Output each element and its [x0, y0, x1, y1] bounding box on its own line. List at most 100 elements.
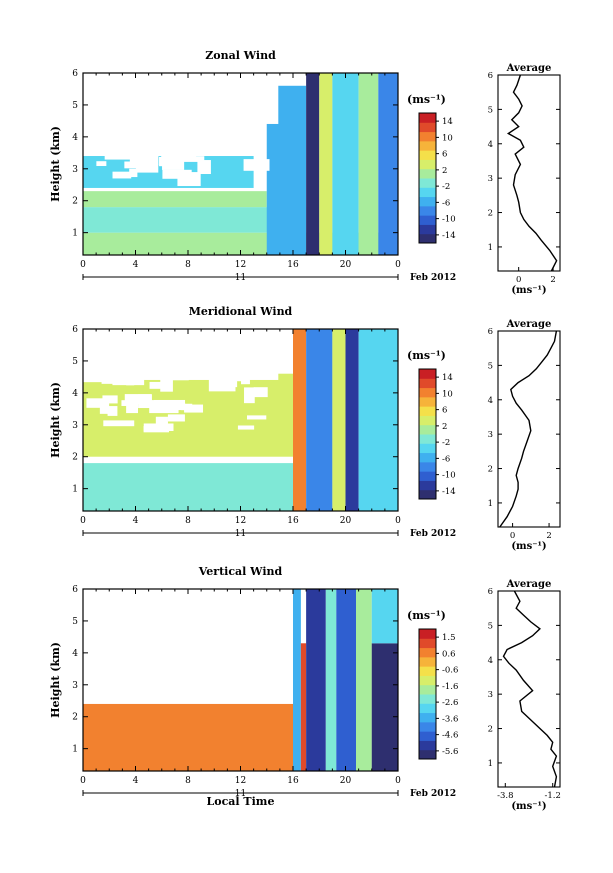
colorbar-swatch	[419, 489, 436, 500]
gap-cell	[243, 159, 270, 171]
colorbar-tick-label: 0.6	[442, 649, 456, 659]
avg-y-tick-label: 4	[488, 140, 493, 150]
gap-cell	[241, 379, 250, 385]
month-label: Feb 2012	[410, 273, 456, 283]
average-profile-line	[502, 590, 558, 788]
gap-cell	[135, 163, 159, 173]
colorbar-tick-label: 14	[442, 117, 453, 127]
heatmap-cell	[293, 589, 301, 771]
colorbar-swatch	[419, 196, 436, 207]
gap-cell	[107, 406, 118, 416]
avg-y-tick-label: 5	[488, 621, 493, 631]
x-tick-label: 0	[80, 260, 86, 270]
colorbar-swatch	[419, 471, 436, 481]
colorbar-swatch	[419, 629, 436, 639]
colorbar-swatch	[419, 140, 436, 151]
missing-data-gaps	[83, 73, 279, 187]
avg-x-axis-label: (ms⁻¹)	[511, 285, 546, 296]
colorbar-tick-label: -4.6	[442, 731, 458, 741]
x-tick-label: 20	[340, 776, 352, 786]
gap-cell	[253, 387, 268, 398]
gap-cell	[155, 128, 180, 136]
gap-cell	[99, 400, 110, 414]
colorbar-tick-label: -14	[442, 487, 456, 497]
colorbar-tick-label: 2	[442, 422, 447, 432]
colorbar-swatch	[419, 461, 436, 472]
missing-data-gaps	[83, 589, 287, 701]
gap-region	[83, 73, 279, 124]
colorbar-swatch	[419, 424, 436, 435]
colorbar-tick-label: -1.6	[442, 682, 458, 692]
avg-x-tick-label: -3.8	[497, 791, 513, 801]
colorbar-swatch	[419, 406, 436, 416]
avg-x-tick-label: 0	[510, 531, 515, 541]
day-label: 11	[235, 529, 246, 539]
gap-cell	[155, 416, 168, 425]
avg-y-tick-label: 1	[488, 499, 493, 509]
gap-cell	[197, 122, 228, 136]
colorbar-tick-label: 1.5	[442, 633, 456, 643]
y-tick-label: 5	[72, 617, 78, 627]
gap-cell	[237, 425, 255, 430]
x-tick-label: 0	[395, 516, 401, 526]
colorbar-swatch	[419, 131, 436, 142]
colorbar-tick-label: -14	[442, 231, 456, 241]
x-tick-label: 20	[340, 260, 352, 270]
average-frame	[497, 74, 561, 272]
colorbar-swatch	[419, 731, 436, 741]
avg-x-tick-label: 0	[516, 275, 521, 285]
y-tick-label: 1	[72, 229, 78, 239]
avg-y-tick-label: 5	[488, 105, 493, 115]
colorbar-swatch	[419, 378, 436, 389]
gap-cell	[162, 160, 185, 170]
heatmap-cell	[83, 463, 293, 511]
y-tick-label: 1	[72, 745, 78, 755]
avg-x-tick-label: 2	[550, 275, 555, 285]
x-axis-label: Local Time	[207, 795, 275, 808]
x-tick-label: 0	[395, 776, 401, 786]
x-tick-label: 12	[235, 776, 246, 786]
colorbar-swatch	[419, 703, 436, 714]
gap-cell	[96, 161, 107, 167]
gap-cell	[249, 124, 259, 134]
heatmap-cell	[332, 329, 346, 511]
heatmap-cell	[325, 589, 337, 771]
heatmap-cell	[306, 329, 333, 511]
gap-cell	[129, 149, 159, 166]
colorbar-swatch	[419, 159, 436, 170]
x-tick-label: 8	[185, 516, 191, 526]
colorbar-tick-label: -6	[442, 198, 450, 208]
heatmap-cell	[83, 191, 267, 208]
colorbar-tick-label: -10	[442, 471, 456, 481]
avg-x-tick-label: -1.2	[545, 791, 561, 801]
colorbar-swatch	[419, 721, 436, 732]
average-title: Average	[506, 319, 552, 330]
month-label: Feb 2012	[410, 789, 456, 799]
x-tick-label: 8	[185, 260, 191, 270]
gap-region	[83, 589, 279, 671]
avg-y-tick-label: 1	[488, 759, 493, 769]
x-tick-label: 16	[287, 516, 299, 526]
heatmap-cell	[300, 643, 307, 771]
y-tick-label: 2	[72, 197, 78, 207]
y-tick-label: 1	[72, 485, 78, 495]
colorbar-swatch	[419, 712, 436, 723]
average-title: Average	[506, 63, 552, 74]
colorbar-swatch	[419, 415, 436, 426]
avg-y-tick-label: 2	[488, 465, 493, 475]
y-tick-label: 3	[72, 421, 78, 431]
gap-cell	[167, 414, 185, 422]
y-axis-label: Height (km)	[49, 126, 62, 202]
y-tick-label: 4	[72, 649, 78, 659]
colorbar-tick-label: -0.6	[442, 666, 458, 676]
colorbar-swatch	[419, 749, 436, 760]
gap-cell	[169, 143, 197, 159]
y-tick-label: 6	[72, 585, 78, 595]
colorbar-tick-label: -10	[442, 215, 456, 225]
gap-cell	[104, 152, 135, 160]
avg-y-tick-label: 1	[488, 243, 493, 253]
avg-y-tick-label: 6	[488, 327, 493, 337]
